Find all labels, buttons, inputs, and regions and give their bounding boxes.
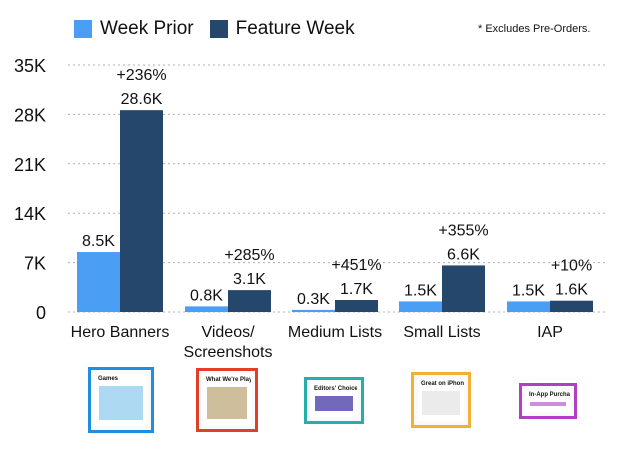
bar-feature-week xyxy=(228,290,271,312)
thumbnail-screen: Editors' Choice xyxy=(311,384,357,417)
pct-change-label: +355% xyxy=(438,222,488,239)
thumbnail-artwork xyxy=(315,396,353,411)
medium-lists-thumbnail: Editors' Choice xyxy=(304,377,364,424)
bar-week-prior xyxy=(507,301,550,312)
data-label-feature-week: 1.6K xyxy=(555,282,588,299)
data-label-week-prior: 1.5K xyxy=(512,282,545,299)
thumbnail-screen: Great on iPhone X xyxy=(418,379,464,421)
pct-change-label: +236% xyxy=(116,67,166,84)
data-label-week-prior: 0.3K xyxy=(297,291,330,308)
pct-change-label: +285% xyxy=(224,247,274,264)
x-category-label: Videos/Screenshots xyxy=(184,324,273,361)
data-label-week-prior: 0.8K xyxy=(190,287,223,304)
chart-legend: Week Prior Feature Week xyxy=(74,18,371,40)
iap-thumbnail: In-App Purchases xyxy=(519,383,577,419)
bar-feature-week xyxy=(550,300,593,312)
thumbnail-screen: What We're Playing xyxy=(203,375,251,425)
thumbnail-caption: In-App Purchases xyxy=(529,392,570,398)
pct-change-label: +10% xyxy=(551,258,592,275)
y-tick-label: 35K xyxy=(14,56,46,76)
thumbnail-caption: Great on iPhone X xyxy=(421,381,464,387)
y-tick-label: 21K xyxy=(14,155,46,175)
data-label-week-prior: 8.5K xyxy=(82,233,115,250)
y-tick-label: 0 xyxy=(36,303,46,323)
legend-swatch-feature-week xyxy=(209,20,228,38)
y-tick-label: 14K xyxy=(14,204,46,224)
legend-label-feature-week: Feature Week xyxy=(235,18,355,39)
data-label-feature-week: 1.7K xyxy=(340,281,373,298)
bar-week-prior xyxy=(77,252,120,312)
hero-banner-thumbnail: Games xyxy=(88,367,154,433)
legend-swatch-week-prior xyxy=(74,20,92,38)
data-label-week-prior: 1.5K xyxy=(404,282,437,299)
thumbnail-caption: Editors' Choice xyxy=(314,386,357,392)
thumbnail-artwork xyxy=(422,391,460,415)
x-category-label: Medium Lists xyxy=(288,324,382,341)
thumbnail-artwork xyxy=(99,386,143,420)
thumbnail-artwork xyxy=(207,387,247,419)
bar-week-prior xyxy=(292,309,335,312)
y-tick-label: 28K xyxy=(14,105,46,125)
thumbnail-caption: Games xyxy=(98,376,119,382)
bar-week-prior xyxy=(399,301,442,312)
data-label-feature-week: 3.1K xyxy=(233,271,266,288)
bar-feature-week xyxy=(120,110,163,312)
x-category-label: IAP xyxy=(537,324,563,341)
thumbnail-artwork xyxy=(530,402,566,406)
bar-feature-week xyxy=(335,300,378,312)
data-label-feature-week: 6.6K xyxy=(447,246,480,263)
thumbnail-screen: Games xyxy=(95,374,147,426)
legend-label-week-prior: Week Prior xyxy=(100,18,194,39)
pct-change-label: +451% xyxy=(331,257,381,274)
bar-feature-week xyxy=(442,265,485,312)
chart-footnote: * Excludes Pre-Orders. xyxy=(478,23,591,35)
small-lists-thumbnail: Great on iPhone X xyxy=(411,372,471,428)
thumbnail-screen: In-App Purchases xyxy=(526,390,570,412)
bar-week-prior xyxy=(185,306,228,312)
data-label-feature-week: 28.6K xyxy=(121,91,163,108)
x-category-label: Small Lists xyxy=(403,324,480,341)
videos-screenshots-thumbnail: What We're Playing xyxy=(196,368,258,432)
x-category-label: Hero Banners xyxy=(71,324,170,341)
thumbnail-caption: What We're Playing xyxy=(206,377,251,383)
legend-item-feature-week: Feature Week xyxy=(209,18,355,40)
legend-item-week-prior: Week Prior xyxy=(74,18,194,40)
y-tick-label: 7K xyxy=(24,254,46,274)
